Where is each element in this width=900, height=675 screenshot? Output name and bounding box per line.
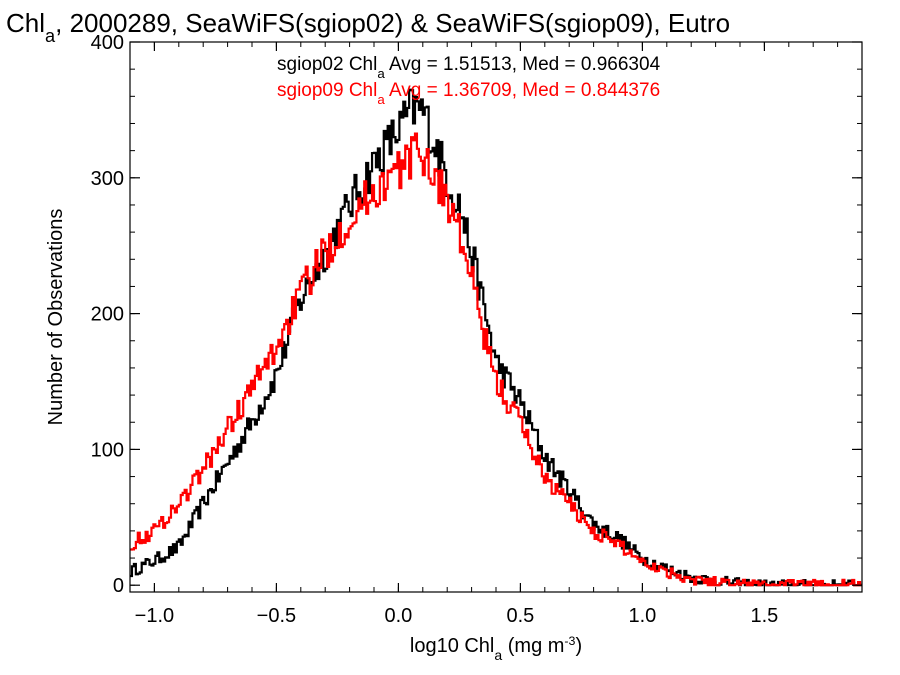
legend-entry-sgiop09: sgiop09 Chla Avg = 1.36709, Med = 0.8443… <box>277 80 660 107</box>
x-axis: −1.0 −0.5 0.0 0.5 1.0 1.5 <box>129 42 863 627</box>
y-tick-label: 0 <box>113 575 124 597</box>
x-tick-label: −0.5 <box>257 605 296 627</box>
y-tick-label: 300 <box>91 168 124 190</box>
y-axis-label: Number of Observations <box>45 209 67 426</box>
x-tick-label: 0.5 <box>506 605 534 627</box>
y-axis: 0 100 200 300 400 <box>91 32 862 597</box>
x-tick-label: 1.5 <box>750 605 778 627</box>
x-tick-label: −1.0 <box>135 605 174 627</box>
plot-series <box>130 88 862 587</box>
x-tick-label: 1.0 <box>628 605 656 627</box>
series-line-sgiop09 <box>130 132 862 587</box>
x-tick-label: 0.0 <box>384 605 412 627</box>
legend-entry-sgiop02: sgiop02 Chla Avg = 1.51513, Med = 0.9663… <box>277 54 661 81</box>
legend: sgiop02 Chla Avg = 1.51513, Med = 0.9663… <box>277 54 661 107</box>
y-tick-label: 200 <box>91 304 124 326</box>
y-tick-label: 100 <box>91 439 124 461</box>
chart-title: Chla, 2000289, SeaWiFS(sgiop02) & SeaWiF… <box>6 8 730 46</box>
y-tick-label: 400 <box>91 32 124 54</box>
x-axis-label: log10 Chla (mg m-3) <box>410 634 582 663</box>
